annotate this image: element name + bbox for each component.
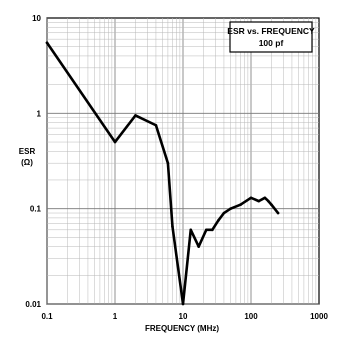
data-point: [263, 196, 267, 200]
data-point: [249, 196, 253, 200]
data-point: [181, 302, 185, 306]
y-tick-label: 0.01: [25, 300, 41, 309]
data-point: [189, 228, 193, 232]
data-point: [204, 228, 208, 232]
data-point: [45, 41, 49, 45]
data-point: [113, 140, 117, 144]
data-point: [134, 114, 137, 117]
data-point: [267, 199, 270, 203]
data-point: [166, 161, 170, 165]
x-tick-label: 10: [179, 312, 188, 321]
y-axis-label: ESR: [19, 147, 36, 156]
grid: [46, 18, 319, 305]
data-point: [229, 207, 232, 210]
chart-title: ESR vs. FREQUENCY: [227, 26, 315, 36]
series-layer: [45, 41, 280, 306]
data-point: [222, 211, 226, 215]
data-point: [239, 203, 242, 207]
data-point: [276, 211, 280, 215]
chart-subtitle: 100 pf: [259, 38, 284, 48]
y-tick-label: 1: [37, 109, 42, 118]
x-tick-label: 1000: [310, 312, 328, 321]
data-point: [270, 203, 273, 207]
data-point: [216, 219, 220, 222]
x-tick-label: 1: [113, 312, 118, 321]
x-tick-label: 100: [244, 312, 258, 321]
legend-box: ESR vs. FREQUENCY 100 pf: [227, 21, 315, 53]
data-point: [154, 123, 158, 127]
data-point: [197, 245, 200, 248]
data-point: [257, 199, 261, 203]
y-tick-label: 10: [32, 14, 41, 23]
data-point: [171, 225, 174, 228]
y-tick-label: 0.1: [30, 205, 42, 214]
x-axis-label: FREQUENCY (MHz): [145, 324, 219, 333]
x-tick-label: 0.1: [41, 312, 53, 321]
data-point: [211, 228, 214, 232]
y-axis-unit: (Ω): [21, 158, 33, 167]
